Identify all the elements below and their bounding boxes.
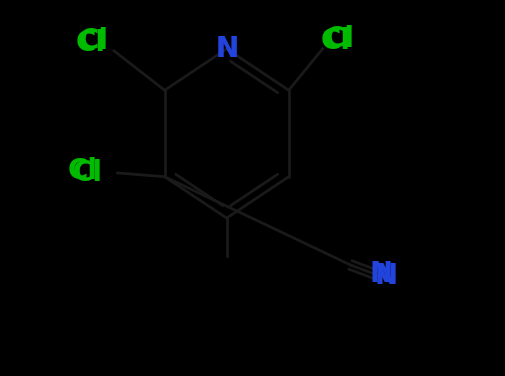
Text: Cl: Cl [72, 159, 103, 187]
Text: Cl: Cl [324, 26, 354, 53]
Text: Cl: Cl [320, 27, 350, 55]
Text: Cl: Cl [75, 29, 106, 57]
Text: N: N [215, 35, 238, 63]
Text: Cl: Cl [78, 27, 108, 55]
Text: Cl: Cl [68, 157, 98, 185]
Text: N: N [369, 261, 391, 288]
Text: N: N [374, 262, 397, 290]
Text: N: N [215, 35, 238, 63]
